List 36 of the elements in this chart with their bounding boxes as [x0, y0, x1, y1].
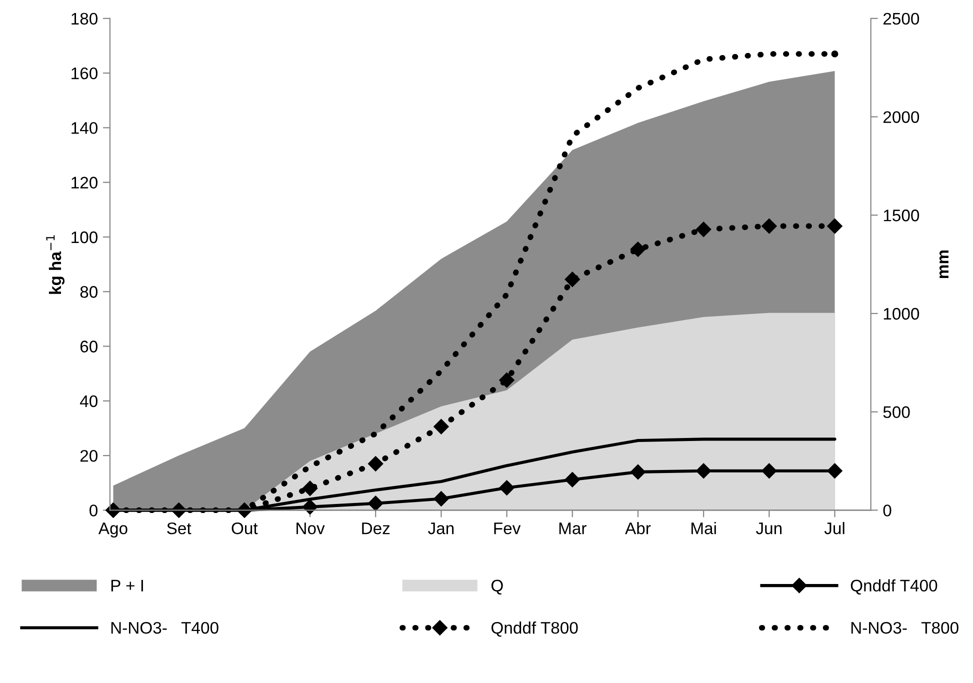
y2-tick-label: 2500	[883, 12, 920, 25]
y-tick-label: 0	[90, 504, 98, 516]
y-tick-label: 80	[80, 286, 98, 298]
legend-label: Qnddf T400	[850, 579, 938, 595]
y2-tick-label: 500	[883, 406, 910, 418]
y-tick-label: 140	[72, 122, 98, 134]
x-tick-label: Mai	[692, 522, 716, 534]
x-tick-label: Fev	[494, 522, 521, 534]
y-tick-label: 160	[72, 67, 98, 80]
legend-label: P + I	[111, 580, 143, 592]
y2-axis-title: mm	[939, 250, 948, 278]
legend-label: Qnddf T800	[491, 622, 578, 637]
x-tick-label: Ago	[98, 522, 128, 538]
x-tick-label: Out	[232, 522, 258, 534]
legend-label: N-NO3- T800	[851, 622, 958, 634]
legend-label: Q	[491, 580, 503, 595]
x-tick-label: Abr	[625, 522, 651, 534]
legend-label: N-NO3- T400	[111, 622, 218, 634]
y-tick-label: 100	[72, 231, 98, 244]
y2-tick-label: 1500	[884, 210, 920, 222]
y-axis-title: kg ha$^{−1}$	[46, 235, 65, 294]
x-tick-label: Nov	[296, 522, 325, 534]
x-tick-label: Jan	[428, 522, 454, 534]
y2-tick-label: 1000	[884, 308, 920, 320]
y-tick-label: 60	[80, 340, 98, 352]
y-tick-label: 180	[72, 12, 98, 25]
x-tick-label: Set	[167, 522, 192, 534]
x-tick-label: Mar	[559, 522, 586, 534]
x-tick-label: Dez	[362, 522, 390, 534]
x-tick-label: Jul	[824, 522, 844, 534]
y-tick-label: 40	[80, 395, 98, 408]
x-tick-label: Jun	[756, 522, 782, 534]
y2-tick-label: 2000	[883, 111, 920, 123]
y-tick-label: 20	[80, 450, 98, 462]
y-tick-label: 120	[72, 176, 98, 189]
y2-tick-label: 0	[883, 504, 892, 516]
